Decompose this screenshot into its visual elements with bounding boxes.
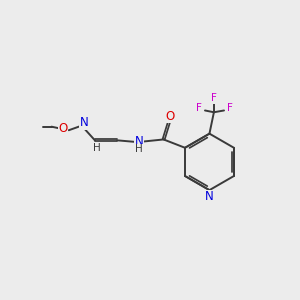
- Text: H: H: [135, 144, 143, 154]
- Text: N: N: [134, 135, 143, 148]
- Text: N: N: [80, 116, 88, 129]
- Text: F: F: [227, 103, 233, 113]
- Text: O: O: [166, 110, 175, 123]
- Text: H: H: [92, 143, 100, 153]
- Text: F: F: [211, 93, 217, 103]
- Text: N: N: [205, 190, 214, 203]
- Text: F: F: [196, 103, 202, 113]
- Text: O: O: [58, 122, 68, 135]
